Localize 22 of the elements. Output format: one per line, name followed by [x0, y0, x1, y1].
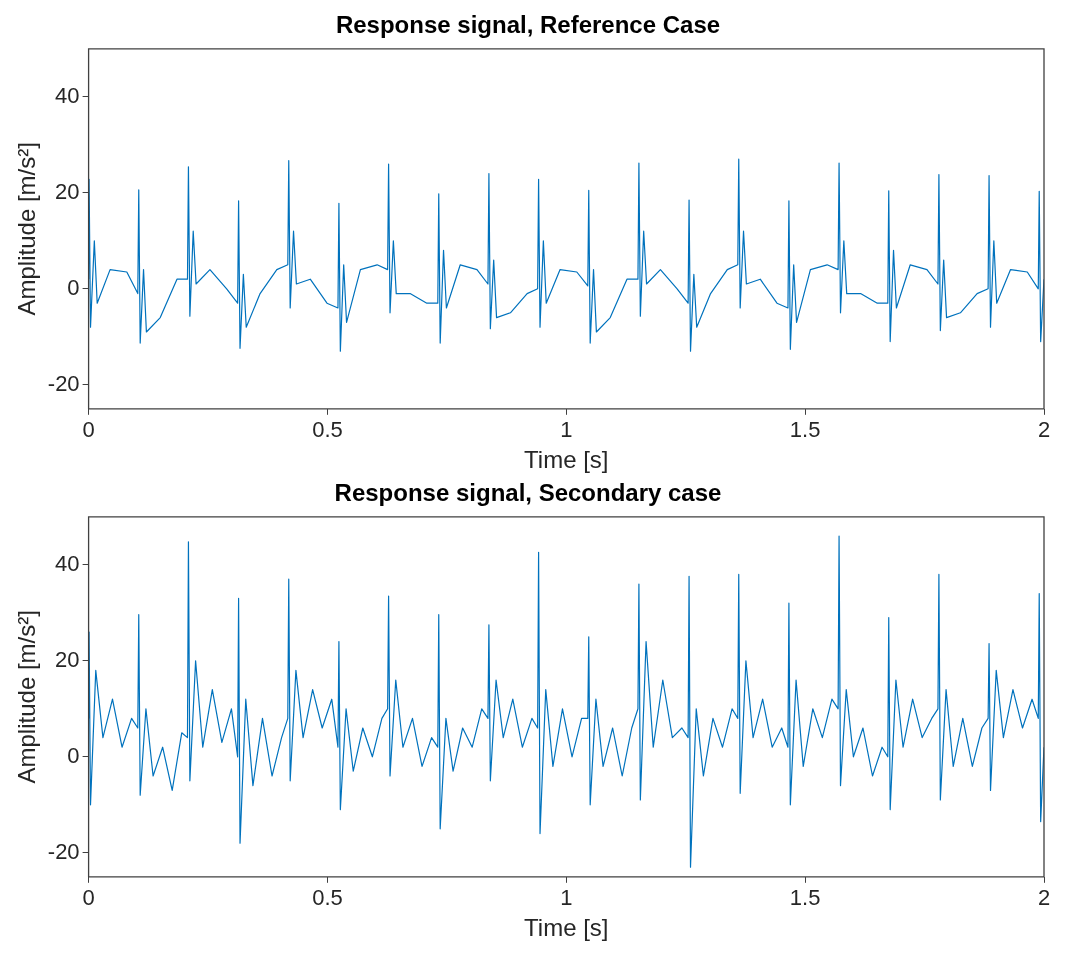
y-tick-label: 0	[67, 742, 80, 768]
y-axis-title: Amplitude [m/s²]	[13, 142, 41, 316]
x-tick-label: 0.5	[312, 417, 343, 443]
y-tick-label: 40	[55, 82, 80, 108]
y-tick-label: 20	[55, 646, 80, 672]
x-tick-label: 1.5	[789, 885, 821, 911]
x-tick-label: 1.5	[789, 417, 821, 443]
y-tick-label: 40	[55, 550, 80, 576]
chart-title: Response signal, Reference Case	[335, 11, 721, 39]
x-axis-title: Time [s]	[524, 446, 609, 474]
x-tick-label: 1	[560, 885, 573, 911]
y-tick-label: -20	[47, 370, 80, 396]
x-tick-label: 1	[560, 417, 573, 443]
x-axis-title: Time [s]	[524, 914, 609, 942]
x-tick-label: 0.5	[312, 885, 343, 911]
y-tick-label: -20	[47, 838, 80, 864]
x-tick-label: 2	[1037, 885, 1051, 911]
chart-title: Response signal, Secondary case	[334, 479, 722, 507]
y-tick-label: 20	[55, 178, 80, 204]
x-tick-label: 2	[1037, 417, 1051, 443]
y-axis-title: Amplitude [m/s²]	[13, 610, 41, 784]
y-tick-label: 0	[67, 274, 80, 300]
